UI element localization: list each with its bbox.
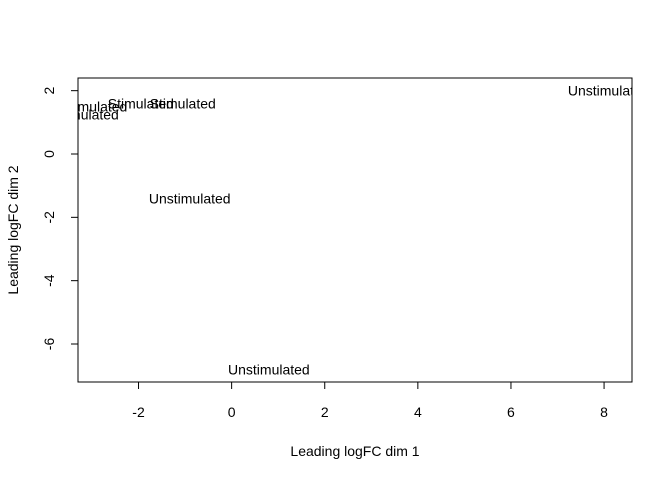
point-label: Stimulated — [61, 99, 127, 115]
point-label: Stimulated — [108, 95, 174, 111]
x-tick-label: 8 — [600, 404, 608, 420]
x-tick-label: 0 — [228, 404, 236, 420]
plot-border — [77, 77, 633, 383]
y-tick-label: 2 — [41, 87, 57, 95]
x-axis-title: Leading logFC dim 1 — [290, 443, 419, 459]
x-tick-label: 6 — [507, 404, 515, 420]
point-label: Unstimulated — [568, 83, 650, 99]
point-label: Stimulated — [150, 95, 216, 111]
y-axis-title: Leading logFC dim 2 — [5, 165, 21, 294]
y-axis: 2 0 -2 -4 -6 — [41, 87, 79, 351]
x-tick-label: -2 — [132, 404, 145, 420]
x-tick-label: 4 — [414, 404, 422, 420]
point-label: Unstimulated — [228, 361, 310, 377]
x-tick-label: 2 — [321, 404, 329, 420]
y-tick-label: -2 — [41, 211, 57, 224]
point-label: Unstimulated — [149, 190, 231, 206]
point-label: Unstimulated — [37, 106, 119, 122]
y-tick-label: -4 — [41, 274, 57, 287]
x-axis: -2 0 2 4 6 8 — [132, 381, 608, 420]
y-tick-label: -6 — [41, 338, 57, 351]
y-tick-label: 0 — [41, 150, 57, 158]
